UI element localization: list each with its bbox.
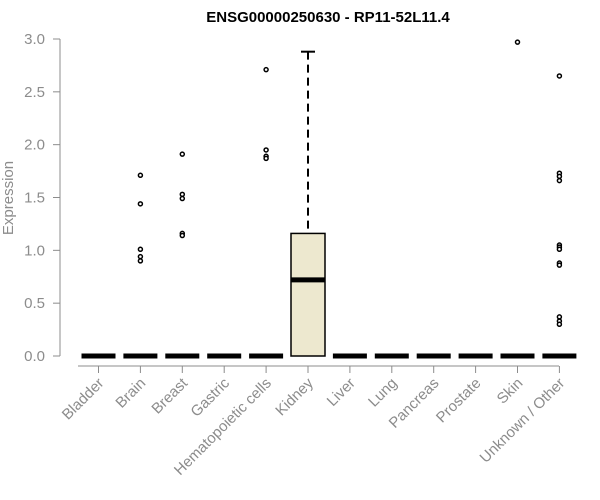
box-brain <box>123 172 158 359</box>
outlier-point <box>137 258 144 264</box>
x-tick-label: Prostate <box>433 375 485 427</box>
box-breast <box>165 151 200 359</box>
outlier-point <box>263 66 269 73</box>
outlier-point <box>137 253 144 260</box>
outlier-point <box>137 246 144 253</box>
x-tick-label: Brain <box>112 375 149 412</box>
outlier-point <box>263 147 269 153</box>
box-unknown-other <box>542 73 577 359</box>
y-tick-label: 1.5 <box>24 190 45 207</box>
outlier-point <box>556 314 563 320</box>
y-tick-label: 2.0 <box>24 137 45 154</box>
y-tick-label: 1.0 <box>24 242 45 259</box>
outlier-point <box>137 201 144 207</box>
outlier-point <box>556 246 563 253</box>
chart-title: ENSG00000250630 - RP11-52L11.4 <box>206 9 450 26</box>
outlier-point <box>179 191 186 198</box>
y-axis-label: Expression <box>0 161 17 235</box>
y-tick-label: 3.0 <box>24 31 45 48</box>
x-tick-label: Kidney <box>272 374 317 419</box>
outlier-point <box>556 177 563 184</box>
box-kidney <box>290 50 326 357</box>
x-tick-label: Liver <box>324 375 359 410</box>
outlier-point <box>556 321 563 328</box>
boxes <box>81 39 577 359</box>
outlier-point <box>556 73 563 79</box>
outlier-point <box>179 232 186 239</box>
outlier-point <box>514 39 521 45</box>
outlier-point <box>263 155 269 162</box>
y-ticks: 0.0 0.5 1.0 1.5 2.0 2.5 3.0 <box>24 31 60 365</box>
x-tick-label: Bladder <box>59 375 108 424</box>
outlier-point <box>137 172 144 179</box>
y-tick-label: 0.0 <box>24 348 45 365</box>
outlier-point <box>179 195 186 202</box>
x-tick-label: Skin <box>494 375 527 408</box>
outlier-point <box>556 262 563 268</box>
outlier-point <box>556 173 563 180</box>
y-tick-label: 0.5 <box>24 295 45 312</box>
y-tick-label: 2.5 <box>24 84 45 101</box>
outlier-point <box>179 151 186 157</box>
x-tick-label: Breast <box>148 374 191 417</box>
box-hematopoietic-cells <box>249 66 284 359</box>
box-skin <box>500 39 535 359</box>
box-body <box>290 232 326 357</box>
x-tick-label: Lung <box>365 375 401 411</box>
